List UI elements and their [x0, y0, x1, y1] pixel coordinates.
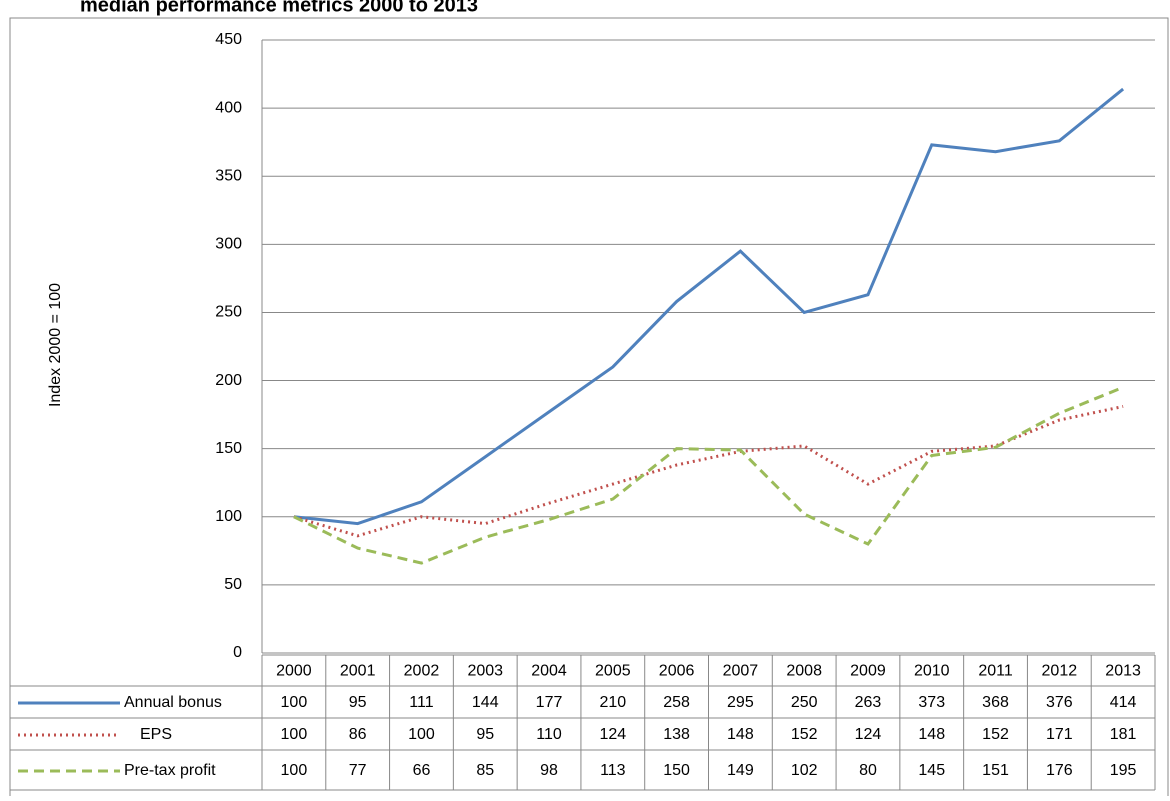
y-tick-label: 450	[215, 31, 242, 48]
table-value: 149	[727, 762, 754, 779]
y-tick-label: 250	[215, 304, 242, 321]
table-value: 250	[791, 694, 818, 711]
series-line	[293, 87, 1125, 526]
y-tick-label: 150	[215, 440, 242, 457]
x-tick-label: 2010	[914, 663, 950, 680]
table-value: 295	[727, 694, 754, 711]
table-value: 95	[349, 694, 367, 711]
series-line	[293, 385, 1124, 565]
y-tick-label: 400	[215, 99, 242, 116]
table-value: 124	[855, 726, 882, 743]
y-tick-label: 200	[215, 372, 242, 389]
y-tick-label: 300	[215, 236, 242, 253]
x-tick-label: 2005	[595, 663, 631, 680]
table-value: 151	[982, 762, 1009, 779]
table-value: 263	[855, 694, 882, 711]
table-value: 145	[918, 762, 945, 779]
series-line	[293, 404, 1124, 538]
table-value: 100	[281, 762, 308, 779]
table-value: 171	[1046, 726, 1073, 743]
table-value: 144	[472, 694, 499, 711]
table-value: 124	[599, 726, 626, 743]
y-tick-label: 100	[215, 508, 242, 525]
table-value: 95	[476, 726, 494, 743]
table-value: 176	[1046, 762, 1073, 779]
x-tick-label: 2013	[1105, 663, 1141, 680]
table-value: 66	[413, 762, 431, 779]
table-value: 181	[1110, 726, 1137, 743]
table-value: 368	[982, 694, 1009, 711]
table-value: 210	[599, 694, 626, 711]
x-tick-label: 2003	[467, 663, 503, 680]
table-value: 258	[663, 694, 690, 711]
table-value: 98	[540, 762, 558, 779]
table-value: 85	[476, 762, 494, 779]
x-tick-label: 2011	[978, 663, 1013, 680]
x-tick-label: 2007	[723, 663, 759, 680]
x-tick-label: 2002	[404, 663, 440, 680]
table-value: 100	[281, 694, 308, 711]
table-value: 152	[982, 726, 1009, 743]
x-tick-label: 2009	[850, 663, 886, 680]
table-value: 102	[791, 762, 818, 779]
table-value: 414	[1110, 694, 1137, 711]
table-value: 152	[791, 726, 818, 743]
table-value: 148	[727, 726, 754, 743]
y-axis-label: Index 2000 = 100	[47, 283, 64, 407]
table-value: 373	[918, 694, 945, 711]
y-tick-label: 0	[233, 644, 242, 661]
table-value: 111	[409, 694, 433, 711]
x-tick-label: 2001	[340, 663, 376, 680]
x-tick-label: 2012	[1042, 663, 1078, 680]
legend-label: EPS	[140, 726, 172, 743]
x-tick-label: 2006	[659, 663, 695, 680]
chart-border	[9, 17, 1169, 801]
table-value: 86	[349, 726, 367, 743]
table-value: 138	[663, 726, 690, 743]
table-value: 80	[859, 762, 877, 779]
x-tick-label: 2008	[786, 663, 822, 680]
table-value: 376	[1046, 694, 1073, 711]
table-value: 150	[663, 762, 690, 779]
table-value: 77	[349, 762, 367, 779]
x-tick-label: 2000	[276, 663, 312, 680]
table-value: 195	[1110, 762, 1137, 779]
legend-label: Pre-tax profit	[124, 762, 216, 779]
legend-label: Annual bonus	[124, 694, 222, 711]
chart-title: median performance metrics 2000 to 2013	[80, 0, 478, 16]
x-tick-label: 2004	[531, 663, 567, 680]
table-value: 110	[536, 726, 562, 743]
y-tick-label: 50	[224, 576, 242, 593]
table-value: 100	[281, 726, 308, 743]
y-tick-label: 350	[215, 167, 242, 184]
table-value: 113	[600, 762, 626, 779]
table-value: 177	[536, 694, 563, 711]
table-value: 148	[918, 726, 945, 743]
table-value: 100	[408, 726, 435, 743]
